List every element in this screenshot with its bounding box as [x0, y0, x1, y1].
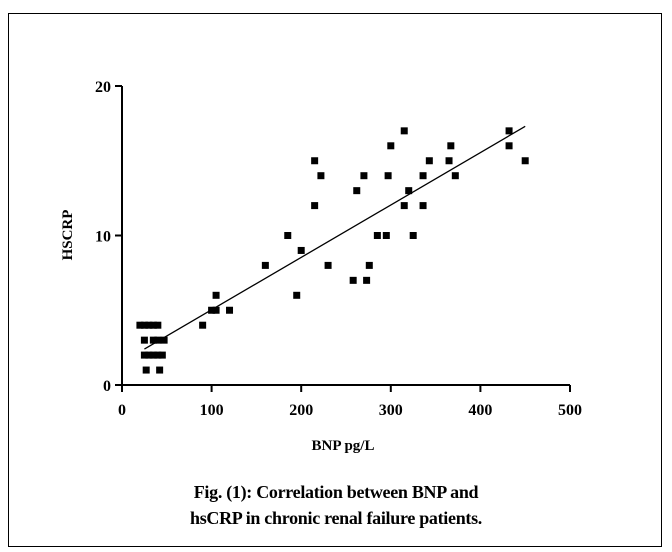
data-point: [149, 351, 157, 359]
data-point: [400, 127, 408, 135]
x-tick-label: 500: [558, 402, 582, 419]
data-point: [154, 321, 162, 329]
data-point: [353, 187, 361, 195]
data-point: [199, 321, 207, 329]
figure-caption-line-2: hsCRP in chronic renal failure patients.: [189, 508, 483, 528]
data-point: [212, 291, 220, 299]
data-point: [154, 336, 162, 344]
data-point: [142, 366, 150, 374]
y-tick-label: 10: [95, 229, 111, 246]
x-axis-label: BNP pg/L: [312, 438, 375, 454]
y-tick-label: 20: [95, 79, 111, 96]
data-point: [425, 157, 433, 165]
data-point: [373, 232, 381, 239]
data-point: [349, 276, 357, 284]
data-point: [419, 172, 427, 180]
y-axis-label: HSCRP: [60, 210, 76, 261]
data-points: [136, 127, 529, 374]
data-point: [149, 321, 157, 329]
data-point: [365, 261, 373, 269]
data-point: [405, 187, 413, 195]
data-point: [387, 142, 395, 150]
data-point: [154, 351, 162, 359]
y-tick-label: 0: [103, 378, 111, 395]
data-point: [451, 172, 459, 180]
data-point: [140, 351, 148, 359]
data-point: [156, 366, 164, 374]
data-point: [447, 142, 455, 150]
figure-caption-line-1: Fig. (1): Correlation between BNP and: [193, 482, 479, 502]
data-point: [293, 291, 301, 299]
data-point: [158, 351, 166, 359]
data-point: [382, 232, 390, 239]
data-point: [140, 321, 148, 329]
x-tick-label: 100: [200, 402, 224, 419]
data-point: [284, 232, 292, 239]
trend-line-group: [144, 125, 526, 350]
data-point: [136, 321, 144, 329]
data-point: [311, 157, 319, 165]
data-point: [140, 336, 148, 344]
data-point: [363, 276, 371, 284]
data-point: [145, 321, 153, 329]
data-point: [160, 336, 168, 344]
data-point: [297, 246, 305, 254]
axes: 0 100 200 300 400 500 0 10 20: [95, 79, 582, 419]
data-point: [521, 157, 529, 165]
data-point: [409, 232, 417, 239]
data-point: [149, 336, 157, 344]
data-point: [226, 306, 234, 314]
x-tick-label: 400: [468, 402, 492, 419]
data-point: [384, 172, 392, 180]
data-point: [317, 172, 325, 180]
trend-line: [144, 125, 526, 350]
data-point: [324, 261, 332, 269]
data-point: [360, 172, 368, 180]
x-tick-label: 0: [118, 402, 126, 419]
data-point: [505, 142, 513, 150]
x-tick-label: 300: [379, 402, 403, 419]
data-point: [400, 202, 408, 210]
figure-frame: [8, 13, 662, 547]
data-point: [212, 306, 220, 314]
data-point: [261, 261, 269, 269]
scatter-chart: 0 100 200 300 400 500 0 10 20 HSCRP BNP pg/L: [60, 79, 582, 454]
data-point: [445, 157, 453, 165]
x-tick-label: 200: [289, 402, 313, 419]
data-point: [505, 127, 513, 135]
data-point: [419, 202, 427, 210]
data-point: [311, 202, 319, 210]
data-point: [145, 351, 153, 359]
